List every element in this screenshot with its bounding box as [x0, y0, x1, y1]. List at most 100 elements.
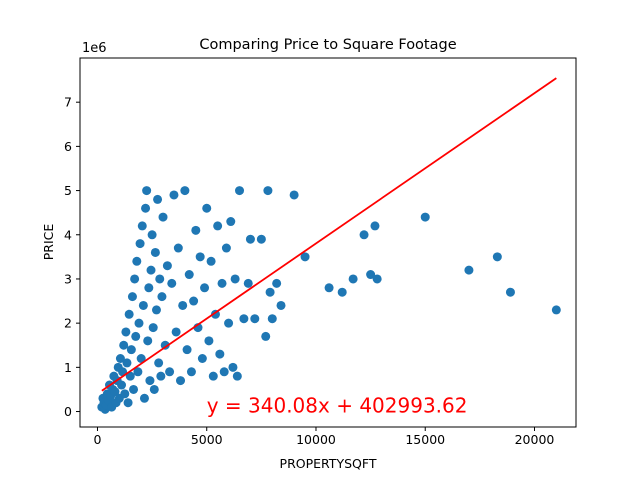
data-point-92	[239, 314, 249, 324]
x-axis-label: PROPERTYSQFT	[280, 456, 377, 471]
data-point-106	[337, 287, 347, 297]
data-point-116	[551, 305, 561, 315]
data-point-77	[204, 336, 214, 346]
data-point-43	[144, 283, 154, 293]
data-point-95	[250, 314, 260, 324]
data-point-38	[138, 300, 148, 310]
data-point-103	[289, 190, 299, 200]
y-tick-label-7: 7	[64, 95, 72, 110]
data-point-83	[217, 278, 227, 288]
data-point-66	[180, 186, 190, 196]
data-point-46	[147, 230, 157, 240]
data-point-115	[505, 287, 515, 297]
data-point-25	[124, 309, 134, 319]
data-point-109	[366, 270, 376, 280]
data-point-98	[263, 186, 273, 196]
data-point-51	[153, 194, 163, 204]
data-point-87	[226, 217, 236, 227]
x-axis: 0 5000 10000 15000 20000	[94, 427, 555, 447]
data-point-42	[143, 336, 153, 346]
data-point-91	[235, 186, 245, 196]
data-point-102	[276, 300, 286, 310]
data-point-97	[261, 331, 271, 341]
y-offset-label: 1e6	[82, 41, 107, 56]
y-tick-label-5: 5	[64, 183, 72, 198]
data-point-105	[324, 283, 334, 293]
data-point-56	[158, 212, 168, 222]
data-point-12	[110, 387, 120, 397]
data-point-23	[122, 358, 132, 368]
x-tick-label-1: 5000	[191, 432, 223, 447]
data-point-60	[167, 278, 177, 288]
data-point-32	[132, 256, 142, 266]
data-point-47	[148, 323, 158, 333]
data-point-18	[117, 380, 127, 390]
data-point-55	[157, 292, 167, 302]
regression-line	[101, 77, 557, 392]
data-point-35	[135, 239, 145, 249]
data-point-20	[119, 340, 129, 350]
chart-title: Comparing Price to Square Footage	[199, 37, 456, 53]
y-tick-label-3: 3	[64, 271, 72, 286]
data-point-99	[265, 287, 275, 297]
data-point-41	[142, 186, 152, 196]
data-point-39	[139, 393, 149, 403]
data-point-64	[176, 376, 186, 386]
data-point-75	[200, 283, 210, 293]
data-point-49	[150, 247, 160, 257]
data-point-24	[123, 398, 133, 408]
data-point-57	[160, 340, 170, 350]
data-point-28	[127, 292, 137, 302]
data-point-85	[221, 243, 231, 253]
data-point-86	[224, 318, 234, 328]
data-point-67	[182, 345, 192, 355]
x-tick-label-2: 10000	[296, 432, 336, 447]
data-point-88	[228, 362, 238, 372]
data-point-111	[372, 274, 382, 284]
data-point-29	[129, 384, 139, 394]
y-tick-label-0: 0	[64, 404, 72, 419]
y-axis-label: PRICE	[41, 224, 56, 261]
data-point-113	[464, 265, 474, 275]
data-point-58	[162, 261, 172, 271]
data-point-21	[120, 389, 130, 399]
data-point-82	[215, 349, 225, 359]
data-point-73	[195, 252, 205, 262]
data-point-76	[202, 203, 212, 213]
data-point-37	[137, 221, 147, 231]
data-point-110	[370, 221, 380, 231]
data-point-63	[173, 243, 183, 253]
x-tick-label-3: 15000	[405, 432, 445, 447]
data-point-112	[420, 212, 430, 222]
data-point-96	[256, 234, 266, 244]
data-point-65	[178, 300, 188, 310]
data-point-114	[492, 252, 502, 262]
x-tick-label-0: 0	[94, 432, 102, 447]
data-point-81	[213, 221, 223, 231]
data-point-33	[133, 367, 143, 377]
data-point-89	[230, 274, 240, 284]
data-point-30	[130, 274, 140, 284]
data-point-79	[208, 371, 218, 381]
data-point-50	[151, 305, 161, 315]
data-point-54	[156, 371, 166, 381]
y-tick-label-1: 1	[64, 360, 72, 375]
data-point-53	[155, 274, 165, 284]
data-point-34	[134, 318, 144, 328]
data-point-61	[169, 190, 179, 200]
data-point-59	[165, 367, 175, 377]
y-tick-label-4: 4	[64, 227, 72, 242]
data-point-26	[125, 371, 135, 381]
data-points	[97, 186, 561, 414]
regression-equation: y = 340.08x + 402993.62	[207, 393, 468, 417]
data-point-74	[197, 354, 207, 363]
data-point-40	[141, 203, 151, 213]
data-point-93	[243, 278, 253, 288]
data-point-69	[186, 367, 196, 377]
y-tick-label-2: 2	[64, 316, 72, 331]
data-point-94	[245, 234, 255, 244]
data-point-27	[126, 345, 136, 355]
plot-frame	[79, 57, 577, 428]
x-tick-label-4: 20000	[515, 432, 555, 447]
data-point-104	[300, 252, 310, 262]
